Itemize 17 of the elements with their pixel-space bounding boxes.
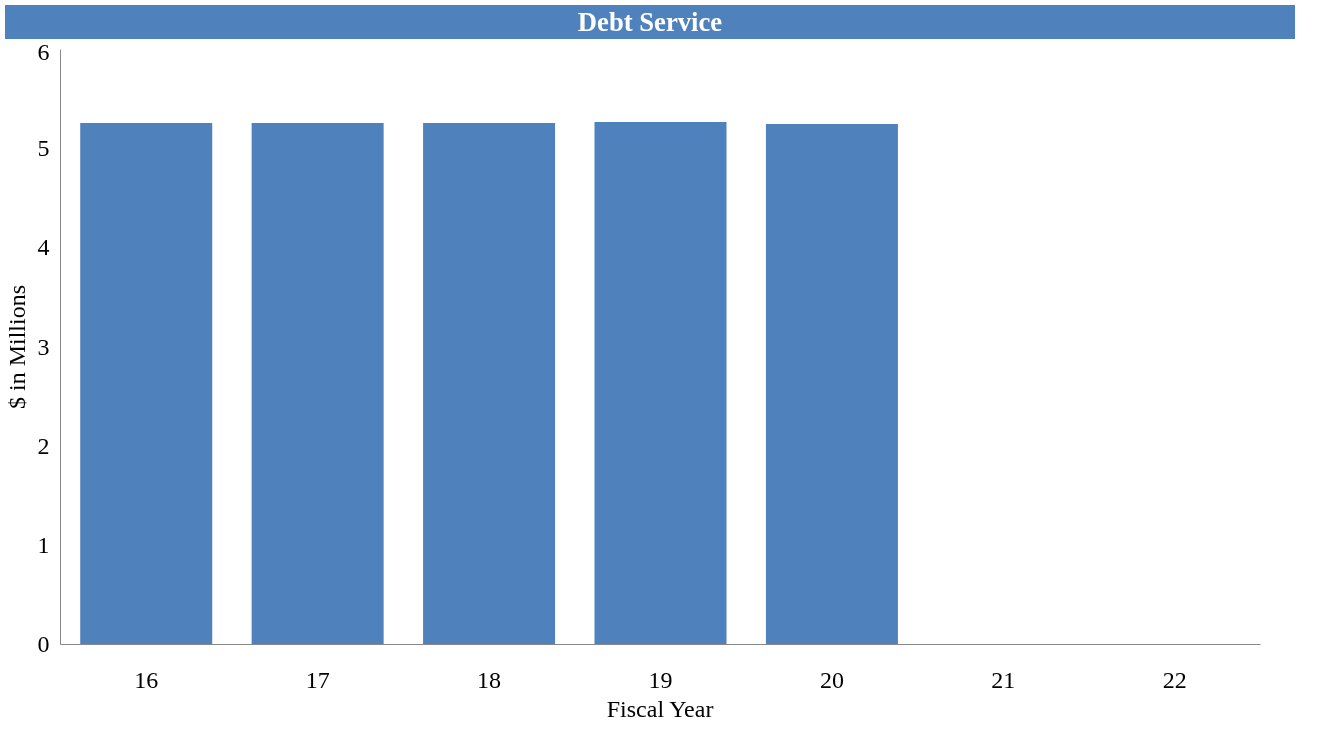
x-tick-label: 19: [648, 666, 673, 693]
x-tick-label: 22: [1162, 666, 1187, 693]
x-tick-label: 20: [819, 666, 844, 693]
x-tick-label: 17: [305, 666, 330, 693]
y-tick-label: 5: [37, 135, 50, 162]
x-tick-label: 21: [991, 666, 1016, 693]
chart-title: Debt Service: [577, 6, 723, 39]
x-tick-label: 18: [477, 666, 502, 693]
x-tick-label: 16: [134, 666, 159, 693]
y-tick-label: 1: [37, 531, 50, 558]
y-tick-label: 6: [37, 38, 50, 65]
y-tick-label: 0: [37, 631, 50, 657]
y-tick-label: 4: [37, 234, 50, 261]
y-tick-label: 3: [37, 333, 50, 360]
y-tick-label: 2: [37, 432, 50, 459]
x-axis-title: Fiscal Year: [606, 695, 714, 722]
y-axis-title: $ in Millions: [3, 284, 30, 410]
